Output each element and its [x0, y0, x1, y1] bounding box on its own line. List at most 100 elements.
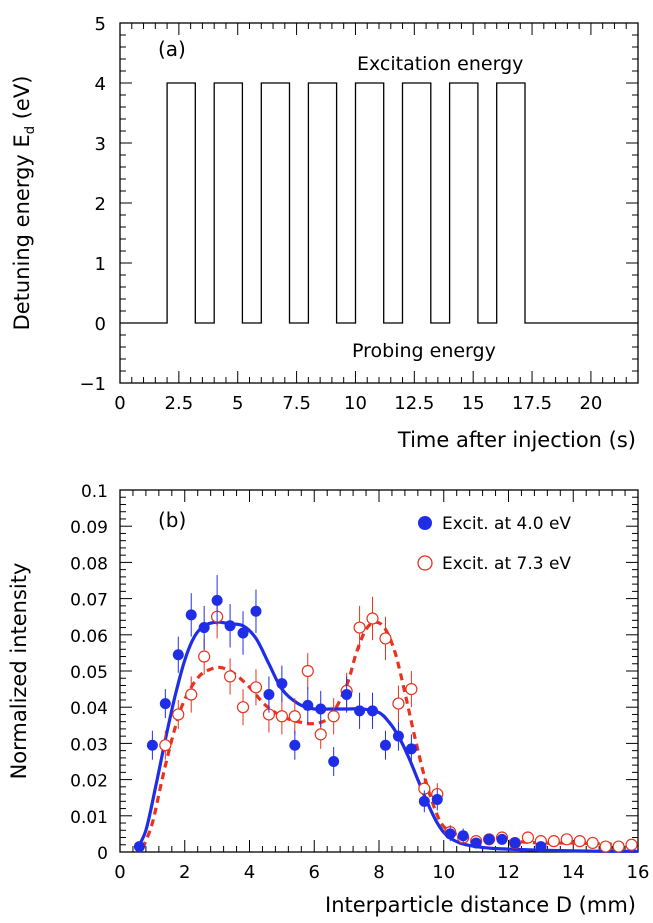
y-tick-label: 0 [95, 314, 106, 335]
y-tick-label: 0.1 [81, 482, 108, 502]
x-tick-label: 6 [309, 862, 320, 883]
panel-b-data-points [133, 575, 638, 853]
data-point-excit-4 [263, 689, 275, 701]
panel-a-frame [119, 22, 639, 384]
y-tick-label: 0.01 [70, 808, 108, 828]
x-tick-label: 16 [627, 862, 650, 883]
panel-b-y-axis-label: Normalized intensity [7, 563, 31, 780]
data-point-excit-4 [496, 833, 508, 845]
x-tick-label: 15 [462, 393, 485, 414]
data-point-excit-4 [315, 703, 327, 715]
y-tick-label: 2 [95, 194, 106, 215]
data-point-excit-4 [367, 705, 379, 717]
y-label-unit: (eV) [10, 76, 34, 126]
data-point-excit-7 [249, 681, 263, 694]
excitation-energy-annotation: Excitation energy [357, 53, 523, 75]
data-point-excit-4 [470, 837, 482, 849]
data-point-excit-7 [392, 697, 405, 710]
data-point-excit-7 [521, 831, 535, 844]
data-point-excit-7 [586, 836, 599, 850]
x-tick-label: 14 [562, 862, 585, 883]
panel-a-label: (a) [158, 37, 186, 61]
x-tick-label: 8 [373, 862, 384, 883]
data-point-excit-4 [392, 730, 404, 742]
x-tick-label: 10 [432, 862, 455, 883]
data-point-excit-7 [379, 632, 392, 645]
data-point-excit-4 [159, 698, 171, 710]
data-point-excit-4 [211, 594, 223, 606]
y-tick-label: 0.05 [70, 663, 108, 683]
data-point-excit-4 [302, 699, 314, 711]
legend: Excit. at 4.0 eV Excit. at 7.3 eV [417, 514, 571, 574]
x-tick-label: 7.5 [282, 393, 311, 414]
data-point-excit-4 [250, 605, 262, 617]
y-tick-label: 3 [95, 134, 106, 155]
data-point-excit-7 [275, 710, 288, 723]
data-point-excit-4 [444, 828, 456, 840]
panel-a: 0 2.5 5 7.5 10 12.5 15 17.5 20 −1 0 1 2 3 4 5 (a) Excit… [10, 14, 639, 452]
panel-b-x-axis-label: Interparticle distance D (mm) [325, 893, 636, 917]
data-point-excit-4 [198, 622, 210, 634]
legend-label-excit-4: Excit. at 4.0 eV [442, 514, 571, 534]
data-point-excit-7 [573, 835, 586, 848]
data-point-excit-4 [341, 689, 353, 701]
panel-a-y-axis-label: Detuning energy Ed (eV) [10, 76, 38, 331]
x-tick-label: 12 [497, 862, 520, 883]
y-tick-label: −1 [79, 374, 106, 395]
fit-curve-excit-7 [141, 620, 639, 849]
y-tick-label: 4 [95, 74, 106, 95]
data-point-excit-4 [431, 794, 443, 806]
data-point-excit-7 [560, 833, 573, 846]
y-tick-label: 0.06 [70, 627, 108, 647]
panel-b: 0 2 4 6 8 10 12 14 16 0 0.01 0.02 0.03 0.04 0.05 0.06 0.… [7, 482, 649, 917]
data-point-excit-7 [223, 670, 237, 683]
data-point-excit-4 [289, 739, 301, 751]
data-point-excit-4 [483, 833, 495, 845]
panel-b-label: (b) [158, 508, 186, 532]
panel-a-tick-labels: 0 2.5 5 7.5 10 12.5 15 17.5 20 −1 0 1 2 3 4 5 [79, 14, 602, 414]
x-tick-label: 5 [232, 393, 243, 414]
data-point-excit-4 [237, 627, 249, 639]
data-point-excit-4 [509, 837, 521, 849]
y-label-main: Detuning energy E [10, 134, 34, 330]
data-point-excit-4 [457, 830, 469, 842]
data-point-excit-7 [547, 835, 560, 848]
panel-a-ticks [119, 22, 639, 384]
x-tick-label: 0 [114, 862, 125, 883]
data-point-excit-4 [172, 649, 184, 661]
legend-marker-red [417, 555, 433, 571]
y-tick-label: 1 [95, 254, 106, 275]
x-tick-label: 12.5 [394, 393, 434, 414]
data-point-excit-7 [405, 682, 418, 696]
data-point-excit-4 [133, 841, 145, 853]
y-tick-label: 0.03 [70, 735, 108, 755]
data-point-excit-7 [366, 612, 379, 625]
panel-b-tick-labels: 0 2 4 6 8 10 12 14 16 0 0.01 0.02 0.03 0.04 0.05 0.06 0.… [70, 482, 649, 883]
data-point-excit-4 [276, 678, 288, 690]
x-tick-label: 2.5 [165, 393, 194, 414]
data-point-excit-7 [236, 701, 250, 714]
data-point-excit-7 [185, 688, 198, 701]
data-point-excit-7 [159, 739, 172, 752]
panel-b-frame [119, 489, 639, 853]
data-point-excit-4 [379, 739, 391, 751]
x-tick-label: 4 [244, 862, 255, 883]
data-point-excit-4 [224, 620, 236, 632]
data-point-excit-4 [535, 841, 547, 853]
x-tick-label: 2 [179, 862, 190, 883]
data-point-excit-7 [314, 728, 327, 741]
panel-b-ticks [119, 489, 639, 853]
data-point-excit-7 [327, 710, 340, 723]
detuning-energy-line [120, 82, 638, 324]
data-point-excit-7 [198, 650, 211, 663]
y-tick-label: 0.09 [70, 518, 108, 538]
y-tick-label: 0.04 [70, 699, 108, 719]
data-point-excit-7 [172, 708, 185, 721]
legend-label-excit-7: Excit. at 7.3 eV [442, 554, 571, 574]
probing-energy-annotation: Probing energy [352, 340, 496, 362]
x-tick-label: 17.5 [512, 393, 552, 414]
panel-b-fit-curves [134, 620, 639, 853]
data-point-excit-4 [418, 795, 430, 807]
data-point-excit-7 [288, 710, 301, 723]
